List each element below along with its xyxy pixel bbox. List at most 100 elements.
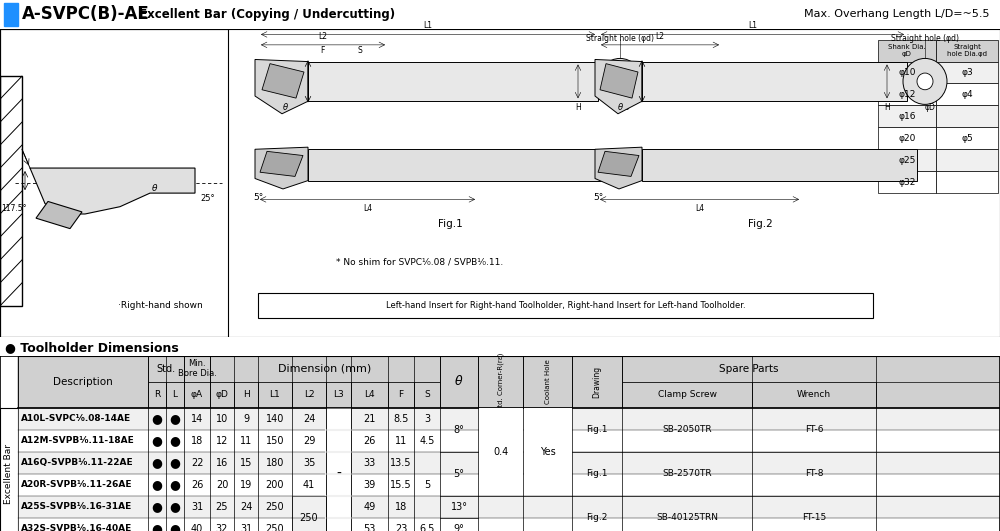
Text: φA: φA (191, 390, 203, 399)
Text: ●: ● (152, 478, 162, 491)
Polygon shape (600, 64, 638, 98)
Text: 26: 26 (363, 436, 376, 446)
Text: φA: φA (625, 76, 634, 87)
Text: ●: ● (170, 523, 180, 531)
Text: L3: L3 (333, 390, 344, 399)
Text: 0.4: 0.4 (493, 447, 508, 457)
Text: 20: 20 (216, 480, 228, 490)
Text: 40: 40 (191, 524, 203, 531)
Text: Dimension (mm): Dimension (mm) (278, 364, 372, 374)
Text: 16: 16 (216, 458, 228, 468)
Bar (18, 496, 1000, 518)
Polygon shape (30, 168, 195, 214)
Text: φ4: φ4 (961, 90, 973, 99)
Text: S: S (424, 390, 430, 399)
Bar (414, 382, 440, 408)
Text: 31: 31 (240, 524, 252, 531)
Polygon shape (598, 151, 639, 176)
Text: ●: ● (152, 434, 162, 448)
Bar (148, 382, 166, 408)
Bar (878, 40, 936, 62)
Bar (210, 382, 234, 408)
Text: Coolant Hole: Coolant Hole (544, 359, 550, 404)
Text: ●: ● (152, 457, 162, 469)
Text: φD: φD (620, 102, 630, 112)
Text: H: H (884, 102, 890, 112)
Text: φ25: φ25 (898, 156, 916, 165)
Text: A25S-SVPB¹⁄₀.16-31AE: A25S-SVPB¹⁄₀.16-31AE (21, 502, 132, 511)
Text: 5: 5 (424, 480, 430, 490)
Text: Shank Dia.
φD: Shank Dia. φD (888, 44, 926, 57)
Text: A-SVPC(B)-AE: A-SVPC(B)-AE (22, 5, 150, 23)
Text: 4.5: 4.5 (419, 436, 435, 446)
Text: Fig.1: Fig.1 (586, 425, 608, 434)
Text: 200: 200 (266, 480, 284, 490)
Text: 6.5: 6.5 (419, 524, 435, 531)
Bar (936, 83, 998, 106)
Text: φD: φD (925, 102, 935, 112)
Bar (326, 408, 351, 531)
Text: ·Right-hand shown: ·Right-hand shown (118, 302, 203, 310)
Bar (479, 408, 522, 495)
Text: θ: θ (282, 102, 288, 112)
Bar (18, 408, 1000, 430)
Text: 19: 19 (240, 480, 252, 490)
Bar (878, 149, 936, 171)
Text: 5°: 5° (454, 469, 464, 479)
Text: φ16: φ16 (898, 112, 916, 121)
Text: 10: 10 (216, 414, 228, 424)
Bar (622, 356, 1000, 382)
Bar (936, 171, 998, 193)
Text: 24: 24 (240, 502, 252, 512)
Bar (0, 29, 228, 337)
Bar (878, 106, 936, 127)
Bar (572, 356, 622, 408)
Bar (258, 293, 873, 319)
Text: 21: 21 (363, 414, 376, 424)
Text: F: F (320, 46, 324, 55)
Text: ●: ● (152, 501, 162, 513)
Text: φD: φD (216, 390, 228, 399)
Text: θ: θ (455, 375, 463, 388)
Text: Std. Corner-R(rε): Std. Corner-R(rε) (497, 353, 504, 411)
Text: 35: 35 (303, 458, 315, 468)
Bar (936, 62, 998, 83)
Text: ●: ● (170, 478, 180, 491)
Bar (292, 496, 326, 531)
Bar (184, 382, 210, 408)
Text: 39: 39 (363, 480, 376, 490)
Text: L4: L4 (363, 203, 372, 212)
Text: ●: ● (152, 413, 162, 425)
Text: SB-40125TRN: SB-40125TRN (656, 513, 718, 523)
Bar (878, 62, 936, 83)
Text: A20R-SVPB¹⁄₀.11-26AE: A20R-SVPB¹⁄₀.11-26AE (21, 481, 132, 490)
Text: 49: 49 (363, 502, 376, 512)
Bar (292, 496, 326, 531)
Text: 29: 29 (303, 436, 315, 446)
Text: 180: 180 (266, 458, 284, 468)
Polygon shape (595, 59, 642, 114)
Text: Max. Overhang Length L/D=~5.5: Max. Overhang Length L/D=~5.5 (804, 9, 990, 19)
Bar (148, 356, 184, 382)
Text: 250: 250 (300, 513, 318, 523)
Text: Std.: Std. (156, 364, 176, 374)
Text: 24: 24 (303, 414, 315, 424)
Text: 117.5°: 117.5° (1, 204, 27, 213)
Text: A32S-SVPB¹⁄₀.16-40AE: A32S-SVPB¹⁄₀.16-40AE (21, 525, 132, 531)
Text: 26: 26 (191, 480, 203, 490)
Text: φ32: φ32 (898, 178, 916, 187)
Text: L4: L4 (695, 203, 704, 212)
Text: A10L-SVPC¹⁄₀.08-14AE: A10L-SVPC¹⁄₀.08-14AE (21, 414, 131, 423)
Text: Spare Parts: Spare Parts (719, 364, 779, 374)
Text: L1: L1 (270, 390, 280, 399)
Polygon shape (36, 201, 82, 229)
Polygon shape (255, 147, 308, 189)
Circle shape (598, 58, 642, 105)
Text: 8°: 8° (454, 425, 464, 435)
Bar (524, 408, 572, 495)
Bar (878, 127, 936, 149)
Bar (936, 40, 998, 62)
Bar (4, 3, 18, 27)
Text: Yes: Yes (540, 447, 555, 457)
Text: Min.
Bore Dia.: Min. Bore Dia. (178, 359, 216, 379)
